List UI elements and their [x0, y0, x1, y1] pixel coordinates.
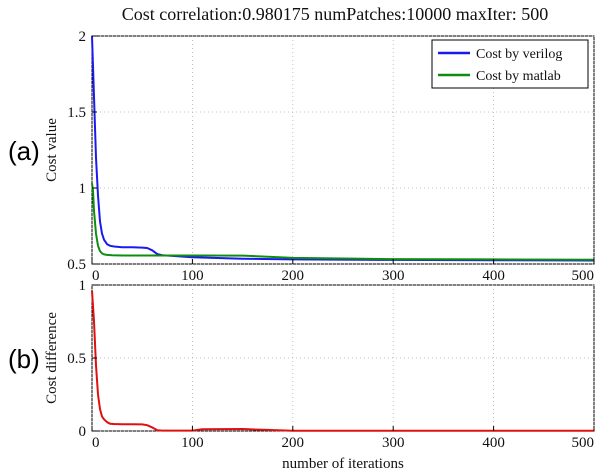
x-tick-label: 100: [181, 435, 204, 451]
y-tick-label: 0.5: [67, 257, 86, 273]
x-tick-label: 500: [572, 435, 595, 451]
x-tick-label: 500: [572, 268, 595, 284]
y-tick-label: 1: [79, 278, 87, 294]
y-tick-label: 1.5: [67, 105, 86, 121]
x-tick-label: 300: [382, 268, 405, 284]
y-tick-label: 1: [79, 181, 87, 197]
y-tick-label: 0.5: [67, 351, 86, 367]
panel-label-a: (a): [8, 136, 40, 166]
series-line-difference: [91, 290, 594, 432]
legend-box: [431, 39, 589, 89]
series-group-a: [91, 35, 595, 262]
series-group-b: [91, 290, 594, 432]
chart-title: Cost correlation:0.980175 numPatches:100…: [122, 4, 548, 24]
y-tick-label: 0: [79, 424, 87, 440]
x-tick-label: 0: [92, 268, 100, 284]
panel-label-b: (b): [8, 344, 40, 374]
y-axis-label-b: Cost difference: [44, 312, 60, 404]
y-tick-label: 2: [79, 29, 87, 45]
x-tick-label: 200: [282, 268, 305, 284]
x-axis-label-b: number of iterations: [282, 456, 404, 472]
legend: Cost by verilog Cost by matlab: [431, 39, 589, 89]
legend-label-matlab: Cost by matlab: [476, 69, 561, 84]
x-tick-label: 100: [181, 268, 204, 284]
x-ticks-a: 0 100 200 300 400 500: [91, 259, 595, 284]
y-ticks-a: 0.5 1 1.5 2: [67, 29, 97, 273]
series-line-cost-by-verilog: [91, 35, 595, 262]
series-line-cost-by-matlab: [91, 183, 595, 261]
x-tick-label: 400: [482, 268, 505, 284]
x-tick-label: 0: [92, 435, 100, 451]
x-tick-label: 200: [282, 435, 305, 451]
grid-b: [91, 284, 595, 432]
x-ticks-b: 0 100 200 300 400 500: [91, 426, 595, 451]
panel-b: 0 100 200 300 400 500 00.51 Cost difference n…: [44, 278, 595, 472]
x-tick-label: 400: [482, 435, 505, 451]
y-ticks-b: 00.51: [67, 278, 97, 440]
legend-label-verilog: Cost by verilog: [476, 47, 562, 62]
x-tick-label: 300: [382, 435, 405, 451]
y-axis-label-a: Cost value: [44, 118, 60, 182]
plot-area-b: [91, 284, 595, 432]
panel-a: 0 100 200 300 400 500 0.5 1 1.5 2 Cost value Cos…: [44, 29, 595, 284]
